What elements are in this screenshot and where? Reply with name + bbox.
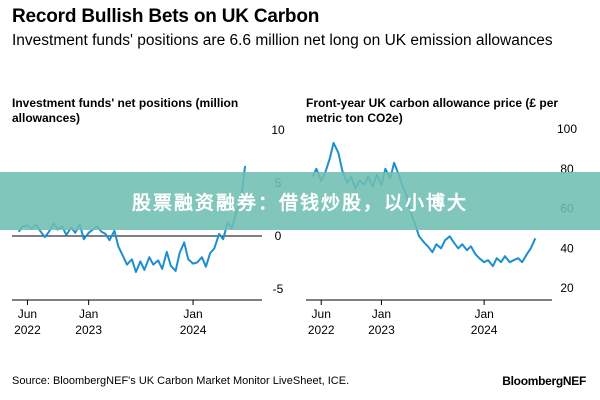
x-tick-label: Jan bbox=[372, 307, 391, 321]
y-tick-label: -5 bbox=[273, 282, 284, 296]
x-tick-label: Jan bbox=[79, 307, 98, 321]
overlay-banner: 股票融资融券：借钱炒股，以小博大 bbox=[0, 172, 600, 230]
banner-text: 股票融资融券：借钱炒股，以小博大 bbox=[131, 192, 468, 214]
x-tick-label: Jan bbox=[183, 307, 202, 321]
chart-subtitle: Investment funds' positions are 6.6 mill… bbox=[12, 32, 553, 49]
y-tick-label: 20 bbox=[560, 281, 574, 295]
left-panel-title: Investment funds' net positions (million… bbox=[12, 96, 239, 125]
x-tick-label: 2024 bbox=[180, 323, 207, 337]
right-panel-title: Front-year UK carbon allowance price (£ … bbox=[306, 96, 559, 125]
y-tick-label: 0 bbox=[275, 229, 282, 243]
x-tick-label: Jun bbox=[18, 307, 37, 321]
x-tick-label: Jan bbox=[474, 307, 493, 321]
source-note: Source: BloombergNEF's UK Carbon Market … bbox=[12, 375, 350, 387]
chart-title: Record Bullish Bets on UK Carbon bbox=[12, 6, 320, 27]
y-tick-label: 100 bbox=[557, 122, 577, 136]
brand-logo: BloombergNEF bbox=[502, 374, 586, 388]
x-tick-label: Jun bbox=[312, 307, 331, 321]
x-tick-label: 2024 bbox=[471, 323, 498, 337]
y-tick-label: 40 bbox=[560, 241, 574, 255]
x-tick-label: 2022 bbox=[308, 323, 335, 337]
y-tick-label: 10 bbox=[271, 123, 285, 137]
x-tick-label: 2022 bbox=[14, 323, 41, 337]
x-tick-label: 2023 bbox=[368, 323, 395, 337]
x-tick-label: 2023 bbox=[75, 323, 102, 337]
